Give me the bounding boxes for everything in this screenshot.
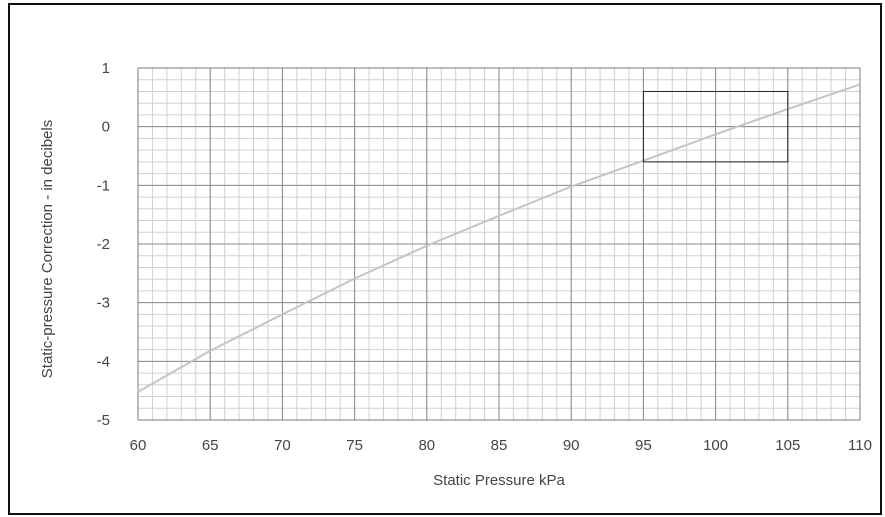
x-tick-label: 95 (635, 437, 652, 454)
series-line (137, 83, 861, 393)
y-tick-label: -5 (97, 412, 110, 429)
x-tick-labels: 60 65 70 75 80 85 90 95 100 105 110 (130, 437, 872, 454)
y-tick-label: -2 (97, 236, 110, 253)
y-tick-label: -3 (97, 295, 110, 312)
x-tick-label: 75 (346, 437, 363, 454)
plot-border (137, 67, 861, 421)
x-tick-label: 85 (491, 437, 508, 454)
x-tick-label: 60 (130, 437, 147, 454)
x-tick-label: 110 (848, 437, 872, 454)
y-tick-label: -1 (97, 177, 110, 194)
y-axis-label: Static-pressure Correction - in decibels (39, 120, 56, 378)
x-tick-label: 80 (418, 437, 435, 454)
x-tick-label: 100 (703, 437, 728, 454)
x-tick-label: 90 (563, 437, 580, 454)
y-tick-label: -4 (97, 353, 110, 370)
chart-frame (8, 3, 882, 515)
y-tick-labels: 1 0 -1 -2 -3 -4 -5 (97, 60, 110, 429)
y-tick-label: 1 (102, 60, 110, 77)
highlight-box (642, 90, 789, 163)
x-axis-label: Static Pressure kPa (433, 472, 565, 489)
x-tick-label: 105 (775, 437, 800, 454)
x-tick-label: 65 (202, 437, 219, 454)
x-tick-label: 70 (274, 437, 291, 454)
y-tick-label: 0 (102, 119, 110, 136)
